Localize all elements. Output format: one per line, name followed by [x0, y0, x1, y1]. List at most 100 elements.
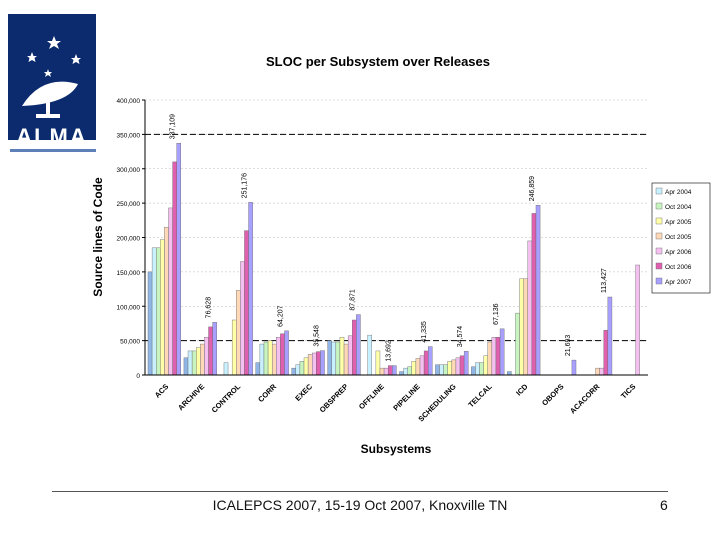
chart-axes	[144, 100, 648, 376]
legend-label: Apr 2005	[665, 219, 692, 226]
sloc-bar-chart: SLOC per Subsystem over Releases 0 50,000…	[91, 54, 711, 456]
data-label: 67,136	[493, 303, 500, 325]
bar-corr-1	[259, 343, 265, 376]
bar-icd-7	[535, 205, 541, 376]
y-tick-label: 200,000	[117, 236, 141, 243]
x-tick-label: CORR	[256, 382, 278, 404]
bar-offline-6	[387, 365, 393, 376]
legend-swatch	[655, 217, 663, 225]
bar-archive-6	[208, 326, 213, 376]
bar-archive-3	[196, 347, 201, 376]
x-tick-label: OFFLINE	[357, 382, 386, 411]
data-labels: 337,109 76,628 251,176 64,207 35,548 87,871 13…	[170, 114, 608, 362]
bar-tics-5	[635, 264, 640, 376]
bar-exec-6	[316, 351, 321, 376]
bar-icd-2	[515, 312, 520, 376]
x-tick-label: PIPELINE	[391, 382, 422, 413]
legend-swatch	[655, 247, 663, 255]
data-label: 13,692	[385, 340, 392, 362]
bar-pipeline-1	[403, 367, 408, 376]
bar-obsprep-0	[327, 340, 332, 376]
x-tick-label: ICD	[514, 382, 530, 398]
x-tick-label: OBSPREP	[318, 382, 350, 414]
bar-corr-5	[276, 336, 281, 376]
data-label: 35,548	[313, 325, 320, 347]
bar-icd-5	[527, 240, 533, 376]
bar-icd-6	[531, 213, 537, 376]
bar-acs-4	[164, 226, 169, 376]
legend-swatch	[655, 187, 663, 195]
data-label: 34,574	[457, 326, 464, 348]
page-number: 6	[660, 497, 668, 513]
logo-tagline	[10, 149, 96, 152]
bar-obsprep-3	[339, 336, 345, 376]
bar-pipeline-4	[415, 358, 421, 376]
alma-logo: ALMA	[8, 14, 96, 152]
antenna-logo-icon	[22, 36, 81, 118]
x-tick-label: TICS	[619, 382, 637, 400]
bar-control-1	[223, 362, 229, 376]
bar-acacorr-7	[607, 296, 613, 376]
bar-offline-4	[379, 367, 385, 376]
bar-archive-0	[183, 357, 189, 376]
chart-title: SLOC per Subsystem over Releases	[266, 54, 490, 69]
bar-icd-4	[523, 278, 528, 376]
bar-scheduling-5	[455, 357, 461, 376]
bar-acs-6	[172, 161, 177, 376]
bar-pipeline-3	[411, 361, 417, 376]
bar-control-7	[248, 202, 253, 376]
bar-pipeline-7	[428, 346, 433, 376]
bar-corr-7	[284, 330, 289, 376]
bar-control-3	[231, 319, 237, 376]
bar-acs-3	[160, 239, 165, 376]
bar-obsprep-6	[352, 319, 357, 376]
bar-exec-4	[307, 354, 313, 376]
bar-scheduling-4	[451, 359, 457, 376]
data-label: 246,859	[529, 176, 536, 201]
legend-swatch	[655, 202, 663, 210]
legend-swatch	[655, 262, 663, 270]
bar-telcal-5	[491, 336, 497, 376]
bar-acs-2	[155, 247, 161, 376]
chart-legend: Apr 2004 Oct 2004 Apr 2005 Oct 2005 Apr 2006…	[651, 182, 711, 294]
data-label: 251,176	[242, 173, 249, 198]
bar-scheduling-3	[447, 361, 453, 376]
bar-icd-0	[507, 371, 512, 376]
bar-telcal-2	[479, 362, 484, 376]
bar-pipeline-6	[423, 350, 429, 376]
y-tick-label: 350,000	[117, 132, 141, 139]
bar-icd-3	[519, 278, 524, 376]
bar-obsprep-1	[331, 341, 337, 376]
y-tick-label: 250,000	[117, 201, 141, 208]
bar-exec-2	[299, 361, 305, 376]
x-tick-label: TELCAL	[466, 382, 494, 410]
bar-telcal-7	[499, 328, 505, 376]
bar-corr-4	[271, 343, 277, 376]
data-label: 337,109	[170, 114, 177, 139]
y-tick-label: 150,000	[117, 270, 141, 277]
x-tick-label: OBOPS	[540, 382, 566, 408]
legend-swatch	[655, 277, 663, 285]
data-label: 113,427	[601, 268, 608, 293]
bar-telcal-4	[487, 341, 493, 376]
bar-telcal-0	[471, 366, 476, 376]
bar-acs-0	[147, 271, 153, 376]
bar-exec-1	[295, 364, 301, 376]
bar-offline-3	[375, 350, 381, 376]
bar-exec-5	[312, 352, 317, 376]
legend-label: Oct 2005	[665, 234, 692, 241]
x-tick-label: ARCHIVE	[176, 382, 206, 412]
bar-archive-7	[212, 322, 217, 376]
reference-lines	[145, 133, 648, 342]
bar-offline-7	[392, 365, 397, 376]
bar-pipeline-2	[407, 366, 413, 376]
bar-obsprep-5	[347, 335, 353, 376]
bar-scheduling-2	[443, 364, 448, 376]
x-tick-label: ACACORR	[568, 382, 602, 416]
y-tick-label: 300,000	[117, 167, 141, 174]
legend-label: Apr 2004	[665, 189, 692, 196]
bar-pipeline-5	[419, 355, 425, 376]
bar-archive-4	[200, 343, 205, 376]
legend-label: Oct 2004	[665, 204, 692, 211]
bar-corr-2	[263, 341, 269, 376]
